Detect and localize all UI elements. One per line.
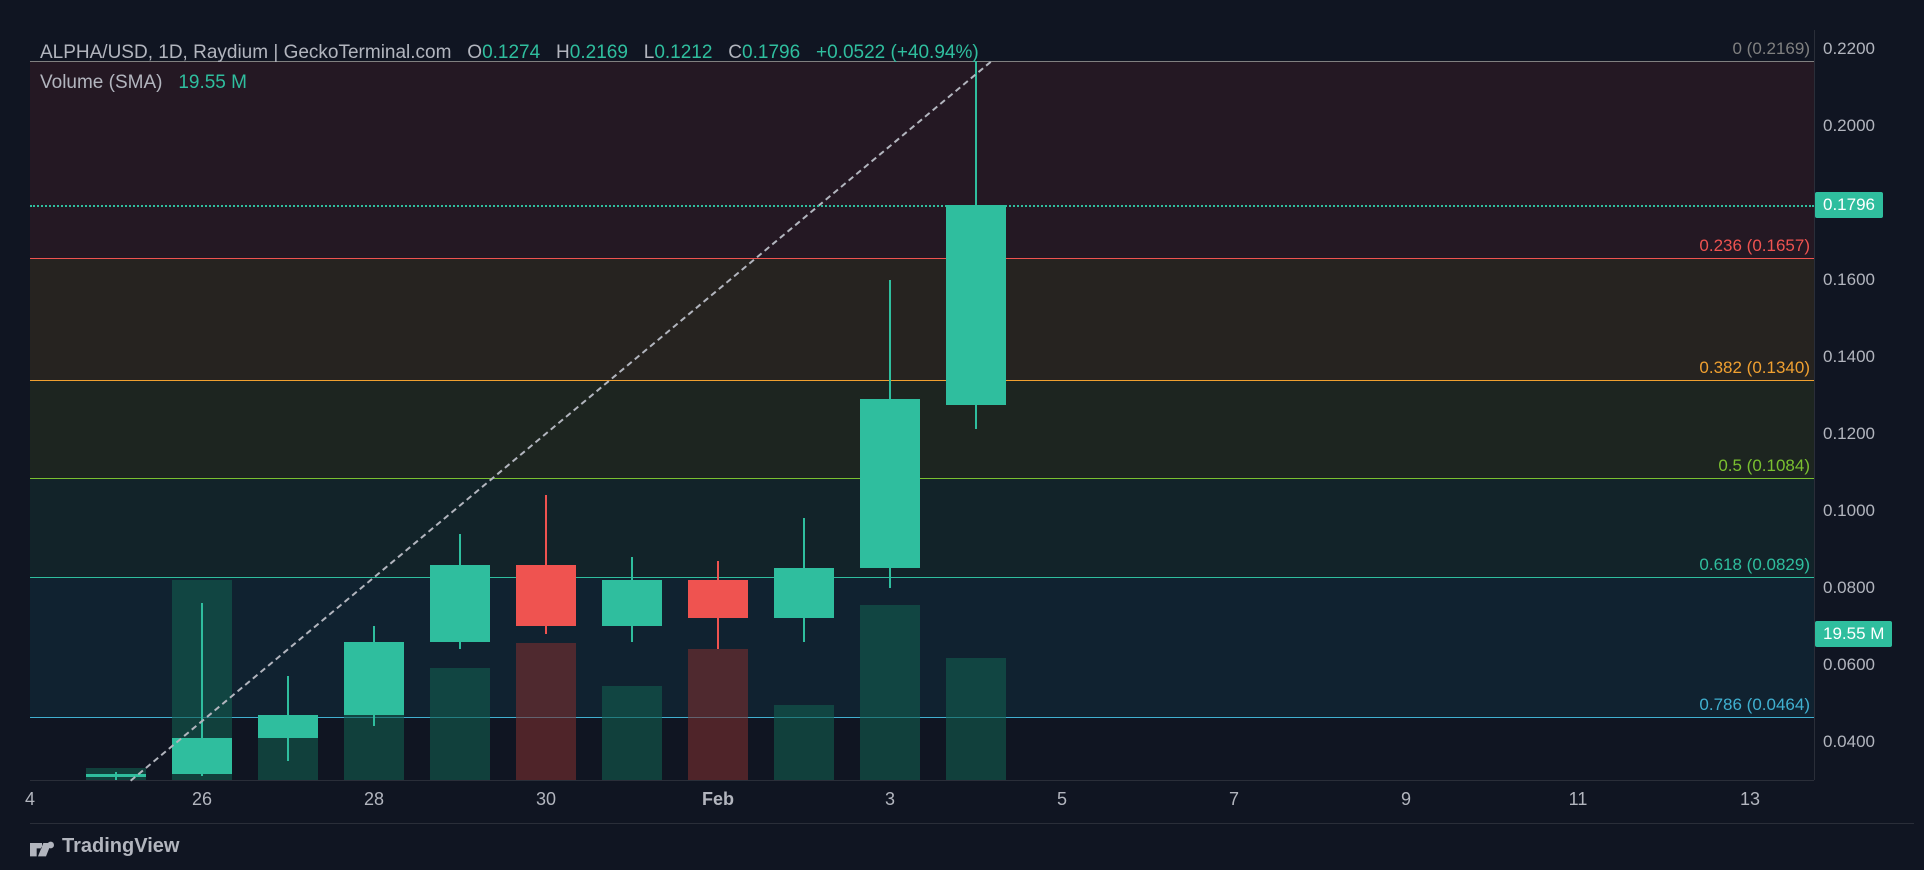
axis-divider [30,823,1914,824]
x-axis-tick: 13 [1740,789,1760,810]
time-axis[interactable]: 4262830Feb35791113 [30,780,1814,820]
volume-indicator-label[interactable]: Volume (SMA) [40,72,162,93]
candle[interactable] [688,30,748,780]
x-axis-tick: 3 [885,789,895,810]
fib-label: 0.786 (0.0464) [1699,695,1810,717]
x-axis-tick: 5 [1057,789,1067,810]
price-axis[interactable]: 0.2200 0.2000 0.1600 0.1400 0.1200 0.1000 0.08… [1814,30,1924,780]
ohlc-l-value: 0.1212 [654,42,712,63]
y-axis-tick: 0.1000 [1823,501,1875,521]
volume-indicator-value: 19.55 M [178,72,247,93]
ohlc-h-label: H [556,42,570,63]
x-axis-tick: 11 [1569,789,1588,810]
candle[interactable] [774,30,834,780]
y-axis-tick: 0.2000 [1823,116,1875,136]
candle[interactable] [860,30,920,780]
y-axis-tick: 0.2200 [1823,39,1875,59]
candle[interactable] [344,30,404,780]
y-axis-tick: 0.0800 [1823,578,1875,598]
candle[interactable] [430,30,490,780]
ohlc-change: +0.0522 (+40.94%) [816,42,979,63]
fib-label: 0.382 (0.1340) [1699,358,1810,380]
chart-header: ALPHA/USD, 1D, Raydium | GeckoTerminal.c… [40,38,979,99]
candle[interactable] [946,30,1006,780]
chart-container: 0 (0.2169)0.236 (0.1657)0.382 (0.1340)0.… [0,0,1924,870]
x-axis-tick: 26 [192,789,212,810]
tradingview-brand-text: TradingView [62,835,179,858]
y-axis-tick: 0.0600 [1823,655,1875,675]
symbol-label[interactable]: ALPHA/USD, 1D, Raydium | GeckoTerminal.c… [40,42,451,63]
current-price-line [30,205,1814,207]
candle[interactable] [516,30,576,780]
fib-label: 0.5 (0.1084) [1718,456,1810,478]
y-axis-tick: 0.0400 [1823,732,1875,752]
candle[interactable] [86,30,146,780]
tradingview-attribution[interactable]: TradingView [30,835,179,858]
ohlc-c-label: C [728,42,742,63]
y-axis-tick: 0.1200 [1823,424,1875,444]
tradingview-logo-icon [30,837,54,857]
candle[interactable] [172,30,232,780]
x-axis-tick: Feb [702,789,734,810]
ohlc-h-value: 0.2169 [570,42,628,63]
x-axis-tick: 4 [25,789,35,810]
fib-label: 0.618 (0.0829) [1699,555,1810,577]
fib-label: 0 (0.2169) [1733,39,1811,61]
volume-badge: 19.55 M [1815,621,1892,647]
candle[interactable] [602,30,662,780]
ohlc-o-label: O [467,42,482,63]
x-axis-tick: 7 [1229,789,1239,810]
x-axis-tick: 30 [536,789,556,810]
ohlc-o-value: 0.1274 [482,42,540,63]
chart-plot-area[interactable]: 0 (0.2169) 0.236 (0.1657) 0.382 (0.1340) 0.… [30,30,1814,780]
ohlc-c-value: 0.1796 [742,42,800,63]
x-axis-tick: 28 [364,789,384,810]
fib-label: 0.236 (0.1657) [1699,236,1810,258]
y-axis-tick: 0.1600 [1823,270,1875,290]
ohlc-l-label: L [644,42,655,63]
current-price-badge: 0.1796 [1815,192,1883,218]
y-axis-tick: 0.1400 [1823,347,1875,367]
x-axis-tick: 9 [1401,789,1411,810]
